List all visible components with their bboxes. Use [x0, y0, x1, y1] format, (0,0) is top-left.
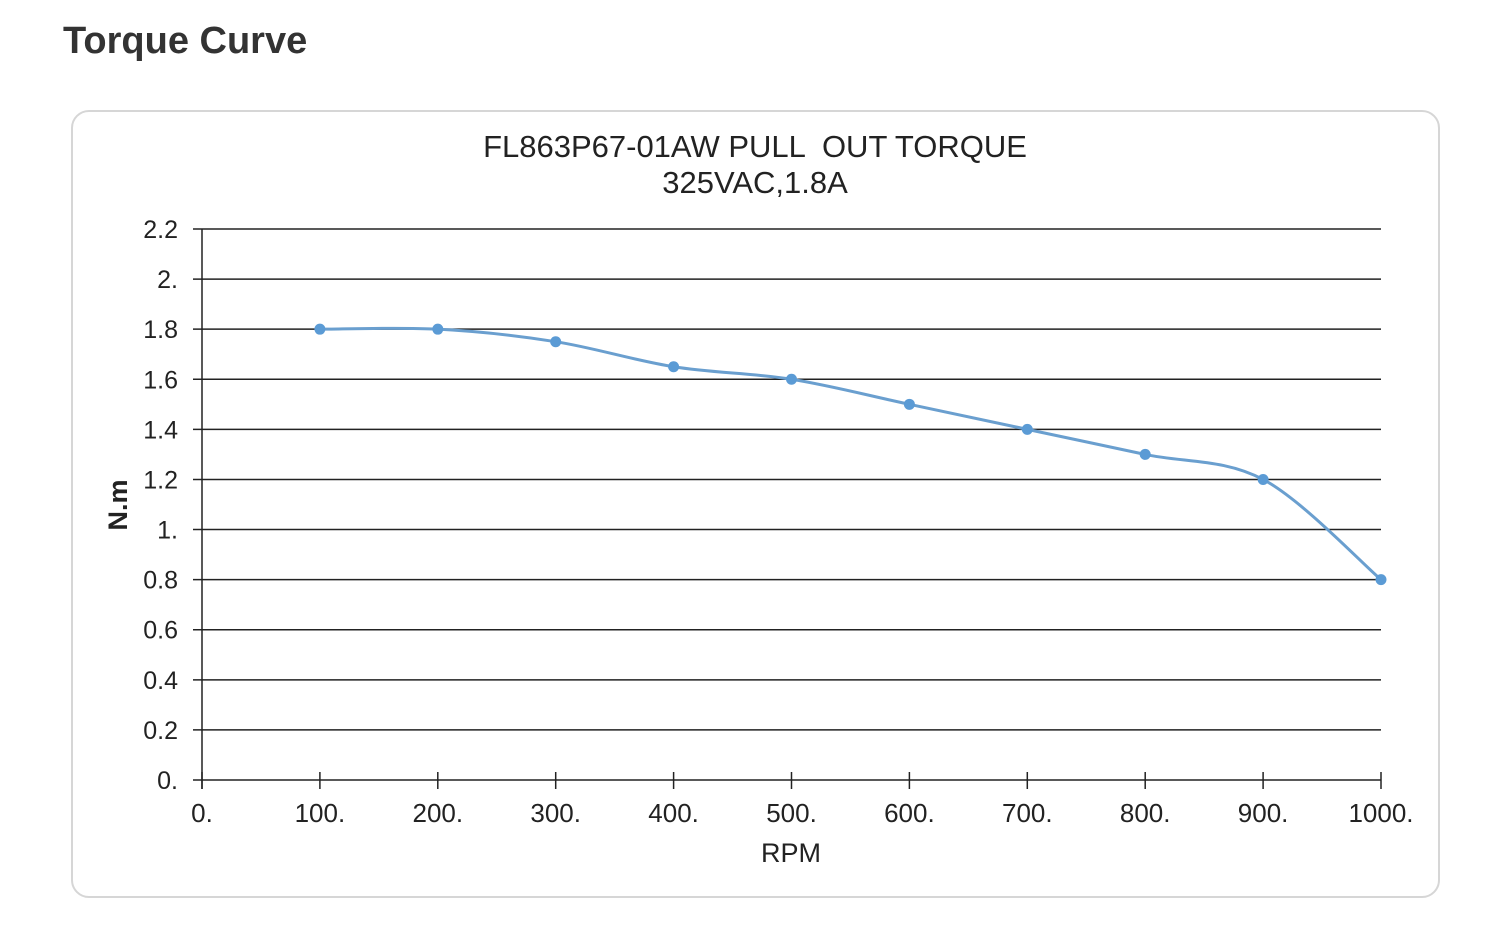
y-tick-label: 1.2: [143, 466, 178, 494]
x-tick-label: 1000.: [1348, 798, 1413, 828]
series-line: [319, 326, 1382, 581]
x-tick-label: 200.: [412, 798, 463, 828]
x-tick-label: 600.: [884, 798, 935, 828]
y-tick-label: 1.: [157, 517, 178, 545]
chart-subtitle: 325VAC,1.8A: [662, 165, 848, 200]
x-tick-label: 900.: [1238, 798, 1289, 828]
y-tick-label: 1.4: [143, 416, 178, 444]
y-tick-label: 1.8: [143, 316, 178, 344]
data-point: [550, 336, 562, 348]
y-tick-label: 0.4: [143, 667, 178, 695]
y-tick-label: 2.2: [143, 216, 178, 244]
data-point: [903, 398, 915, 410]
x-tick-label: 700.: [1002, 798, 1053, 828]
x-tick-label: 0.: [191, 798, 213, 828]
y-tick-label: 0.: [157, 767, 178, 795]
data-point: [668, 361, 680, 373]
x-tick-label: 100.: [295, 798, 346, 828]
page-heading: Torque Curve: [63, 20, 308, 62]
chart-title: FL863P67-01AW PULL OUT TORQUE: [483, 129, 1027, 164]
x-axis-label: RPM: [761, 838, 821, 868]
y-tick-label: 0.8: [143, 567, 178, 595]
data-point: [432, 323, 444, 335]
y-tick-label: 1.6: [143, 366, 178, 394]
data-point: [1139, 448, 1151, 460]
y-axis-label: N.m: [103, 479, 133, 530]
data-point: [314, 323, 326, 335]
y-tick-label: 0.6: [143, 617, 178, 645]
data-point: [1021, 423, 1033, 435]
y-tick-label: 0.2: [143, 717, 178, 745]
data-point: [786, 373, 797, 385]
chart-card: [71, 110, 1440, 898]
x-tick-label: 400.: [648, 798, 699, 828]
y-tick-label: 2.: [157, 266, 178, 294]
x-tick-label: 500.: [766, 798, 817, 828]
x-tick-label: 800.: [1120, 798, 1171, 828]
x-tick-label: 300.: [530, 798, 581, 828]
data-point: [1257, 473, 1269, 485]
data-point: [1375, 574, 1387, 586]
